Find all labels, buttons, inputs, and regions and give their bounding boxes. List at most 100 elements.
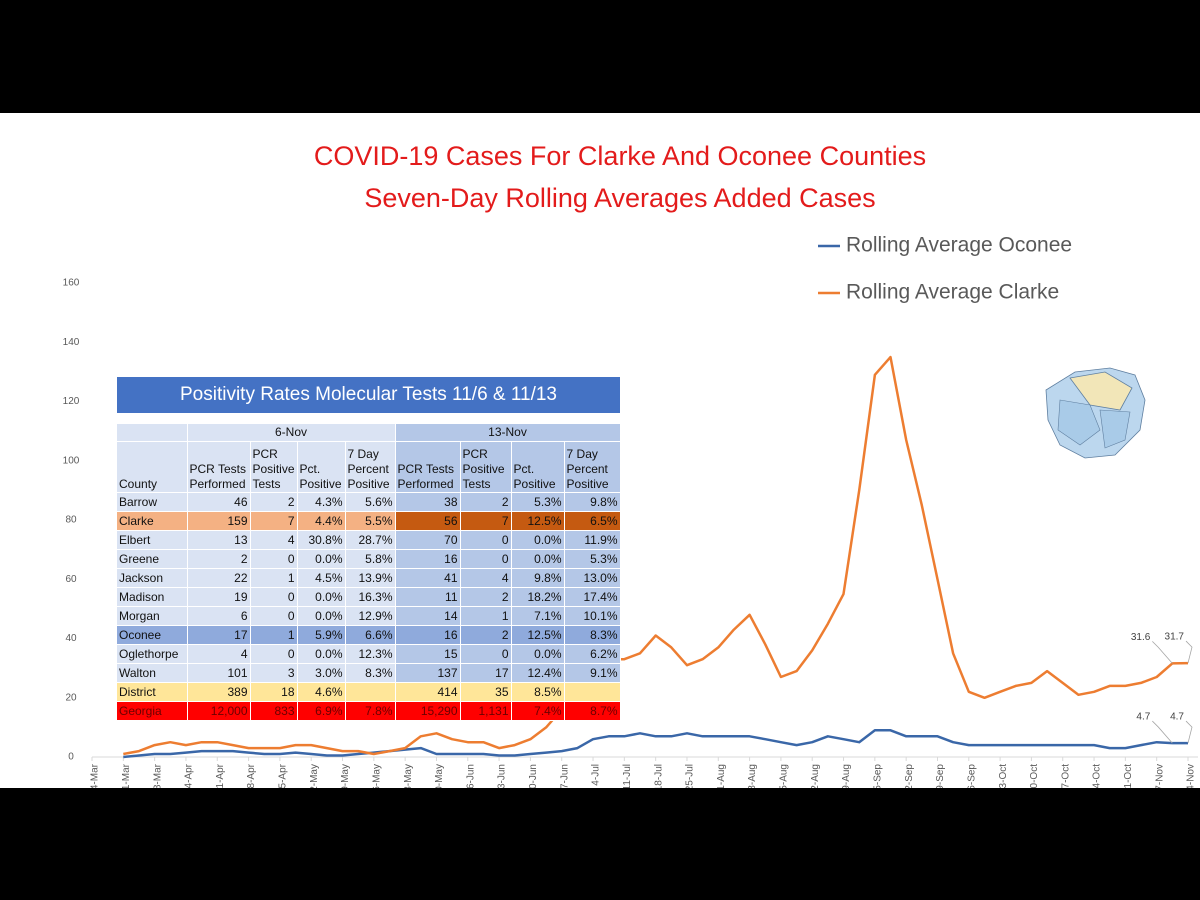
table-cell: 2	[460, 625, 512, 645]
header-cell	[117, 424, 188, 442]
table-cell: 16	[395, 549, 461, 569]
table-cell: 16	[395, 625, 461, 645]
table-cell: 35	[460, 682, 512, 702]
table-cell: 7	[460, 511, 512, 531]
table-cell: 15	[395, 644, 461, 664]
table-cell: 1	[250, 568, 298, 588]
y-tick-label: 0	[68, 752, 74, 763]
table-cell: 11.9%	[564, 530, 621, 550]
x-tick-label: 24-Oct	[1092, 764, 1103, 788]
table-cell: 1,131	[460, 701, 512, 721]
x-tick-label: 4-Jul	[591, 764, 602, 786]
chart-title: COVID-19 Cases For Clarke And Oconee Cou…	[314, 141, 926, 171]
table-row: Jackson 22 1 4.5% 13.9% 41 4 9.8% 13.0%	[117, 568, 621, 588]
table-cell: 14	[395, 606, 461, 626]
table-cell: 70	[395, 530, 461, 550]
table-cell: 17	[460, 663, 512, 683]
table-cell: 18	[250, 682, 298, 702]
x-tick-label: 14-Nov	[1186, 764, 1197, 788]
table-cell: Walton	[117, 663, 188, 683]
y-tick-label: 120	[63, 396, 80, 407]
table-cell: 9.1%	[564, 663, 621, 683]
table-cell: 17	[187, 625, 251, 645]
table-cell: 0	[250, 549, 298, 569]
table-cell: 833	[250, 701, 298, 721]
table-cell: 0.0%	[511, 644, 565, 664]
table-row: Clarke 159 7 4.4% 5.5% 56 7 12.5% 6.5%	[117, 511, 621, 531]
table-cell: 38	[395, 492, 461, 512]
table-cell: 7.8%	[345, 701, 396, 721]
y-tick-label: 160	[63, 278, 80, 289]
group-header: 13-Nov	[395, 424, 621, 442]
table-row: Morgan 6 0 0.0% 12.9% 14 1 7.1% 10.1%	[117, 606, 621, 626]
table-cell: 137	[395, 663, 461, 683]
x-tick-label: 28-Mar	[152, 763, 163, 788]
x-tick-label: 20-Jun	[528, 764, 539, 788]
x-tick-label: 14-Mar	[90, 763, 101, 788]
table-cell: 101	[187, 663, 251, 683]
table-cell: Elbert	[117, 530, 188, 550]
table-cell: Georgia	[117, 701, 188, 721]
x-tick-label: 15-Aug	[779, 764, 790, 788]
table-cell: 3	[250, 663, 298, 683]
table-cell: 6.9%	[297, 701, 346, 721]
table-cell: Barrow	[117, 492, 188, 512]
x-tick-label: 29-Aug	[841, 764, 852, 788]
table-cell: 4	[460, 568, 512, 588]
table-cell: 5.9%	[297, 625, 346, 645]
y-tick-label: 40	[65, 633, 77, 644]
table-row: Oconee 17 1 5.9% 6.6% 16 2 12.5% 8.3%	[117, 625, 621, 645]
column-header: PCR Tests Performed	[187, 441, 251, 493]
x-tick-label: 31-Oct	[1123, 764, 1134, 788]
table-cell: 12.4%	[511, 663, 565, 683]
table-cell: 7	[250, 511, 298, 531]
x-tick-label: 19-Sep	[935, 764, 946, 788]
table-cell: Greene	[117, 549, 188, 569]
column-header-row: County PCR Tests Performed PCR Positive Te…	[117, 441, 621, 493]
table-cell: 6.2%	[564, 644, 621, 664]
table-cell: 10.1%	[564, 606, 621, 626]
column-header: County	[117, 441, 188, 493]
table-cell: 2	[460, 587, 512, 607]
table-cell: Morgan	[117, 606, 188, 626]
table-cell	[564, 682, 621, 702]
table-cell: 0	[460, 549, 512, 569]
slide: COVID-19 Cases For Clarke And Oconee Cou…	[0, 113, 1200, 788]
table-cell: 3.0%	[297, 663, 346, 683]
y-tick-label: 140	[63, 337, 80, 348]
table-cell: 6.6%	[345, 625, 396, 645]
x-tick-label: 26-Sep	[966, 764, 977, 788]
table-cell	[345, 682, 396, 702]
table-cell: 17.4%	[564, 587, 621, 607]
x-tick-label: 5-Sep	[872, 764, 883, 788]
table-cell: 12.5%	[511, 625, 565, 645]
x-tick-label: 3-Oct	[998, 764, 1009, 788]
table-cell: 5.3%	[564, 549, 621, 569]
table-cell: 1	[250, 625, 298, 645]
table-cell: Jackson	[117, 568, 188, 588]
table-cell: 1	[460, 606, 512, 626]
table-cell: 56	[395, 511, 461, 531]
positivity-table: Positivity Rates Molecular Tests 11/6 & …	[117, 377, 621, 721]
table-cell: 18.2%	[511, 587, 565, 607]
map-region	[1057, 399, 1131, 449]
map-region	[1069, 371, 1133, 411]
y-tick-label: 20	[65, 692, 77, 703]
x-tick-label: 9-May	[340, 764, 351, 788]
table-cell: 11	[395, 587, 461, 607]
table-cell: 0	[250, 606, 298, 626]
table-row: Walton 101 3 3.0% 8.3% 137 17 12.4% 9.1%	[117, 663, 621, 683]
data-label: 31.6	[1131, 632, 1151, 643]
table-cell: 0	[250, 644, 298, 664]
x-tick-label: 25-Apr	[278, 763, 289, 788]
table-cell: 0.0%	[297, 549, 346, 569]
table-cell: 2	[187, 549, 251, 569]
x-tick-label: 22-Aug	[810, 764, 821, 788]
series-line	[123, 355, 1189, 756]
table-row: Georgia 12,000 833 6.9% 7.8% 15,290 1,131 7.4% 8…	[117, 701, 621, 721]
x-tick-label: 18-Apr	[246, 763, 257, 788]
y-tick-label: 100	[63, 455, 80, 466]
table-cell: Oconee	[117, 625, 188, 645]
column-header: 7 Day Percent Positive	[564, 441, 621, 493]
table-cell: 12.9%	[345, 606, 396, 626]
